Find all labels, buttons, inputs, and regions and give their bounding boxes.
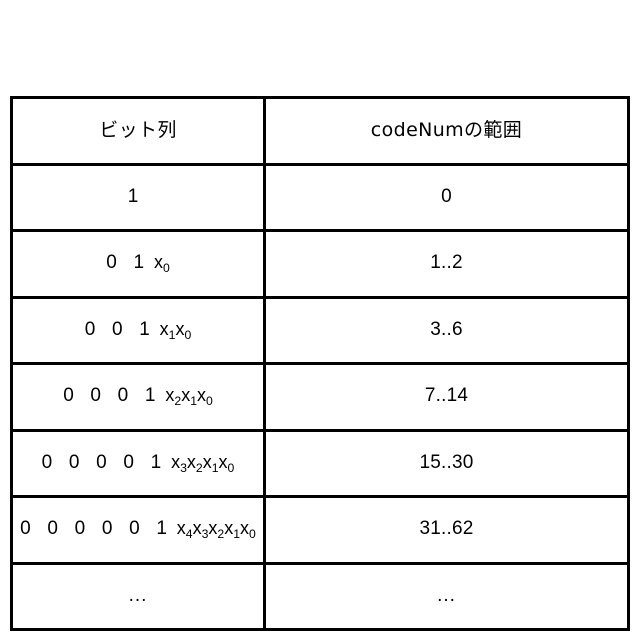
cell-codenum-range: 0 <box>265 164 629 231</box>
cell-codenum-range: 7..14 <box>265 364 629 431</box>
cell-bitstring: 0 0 0 0 0 1x4x3x2x1x0 <box>12 497 265 564</box>
column-header-codenum-range-label: codeNumの範囲 <box>371 119 522 141</box>
cell-codenum-range: 1..2 <box>265 231 629 298</box>
bits-prefix: 1 <box>128 186 144 207</box>
bits-prefix: 0 0 0 1 <box>63 385 161 406</box>
bits-x-terms: x0 <box>154 252 170 272</box>
table-row: 0 1x0 1..2 <box>12 231 629 298</box>
bits-x-terms: x2x1x0 <box>165 385 212 405</box>
cell-bitstring: 0 0 0 0 1x3x2x1x0 <box>12 430 265 497</box>
cell-bitstring-ellipsis: ... <box>12 563 265 630</box>
table-row: 0 0 0 1x2x1x0 7..14 <box>12 364 629 431</box>
cell-bitstring: 0 1x0 <box>12 231 265 298</box>
cell-codenum-range: 15..30 <box>265 430 629 497</box>
bits-x-terms: x3x2x1x0 <box>171 452 234 472</box>
table-header-row: ビット列 codeNumの範囲 <box>12 98 629 165</box>
bits-x-terms: x1x0 <box>160 319 192 339</box>
column-header-bitstring: ビット列 <box>12 98 265 165</box>
bits-x-terms: x4x3x2x1x0 <box>177 518 256 538</box>
cell-codenum-range: 3..6 <box>265 297 629 364</box>
cell-codenum-range-ellipsis: ... <box>265 563 629 630</box>
cell-codenum-range: 31..62 <box>265 497 629 564</box>
bits-prefix: 0 0 0 0 1 <box>42 452 167 473</box>
exp-golomb-bitstring-table: ビット列 codeNumの範囲 1 0 0 1x0 1..2 <box>10 96 630 631</box>
cell-bitstring: 0 0 1x1x0 <box>12 297 265 364</box>
column-header-bitstring-label: ビット列 <box>99 119 177 141</box>
table-row: 1 0 <box>12 164 629 231</box>
cell-bitstring: 0 0 0 1x2x1x0 <box>12 364 265 431</box>
bits-prefix: 0 1 <box>106 252 150 273</box>
table-row: ... ... <box>12 563 629 630</box>
table-row: 0 0 0 0 1x3x2x1x0 15..30 <box>12 430 629 497</box>
bits-prefix: 0 0 1 <box>85 319 156 340</box>
table-row: 0 0 1x1x0 3..6 <box>12 297 629 364</box>
page-root: ビット列 codeNumの範囲 1 0 0 1x0 1..2 <box>0 0 640 640</box>
bits-prefix: 0 0 0 0 0 1 <box>20 518 173 539</box>
column-header-codenum-range: codeNumの範囲 <box>265 98 629 165</box>
table-row: 0 0 0 0 0 1x4x3x2x1x0 31..62 <box>12 497 629 564</box>
cell-bitstring: 1 <box>12 164 265 231</box>
